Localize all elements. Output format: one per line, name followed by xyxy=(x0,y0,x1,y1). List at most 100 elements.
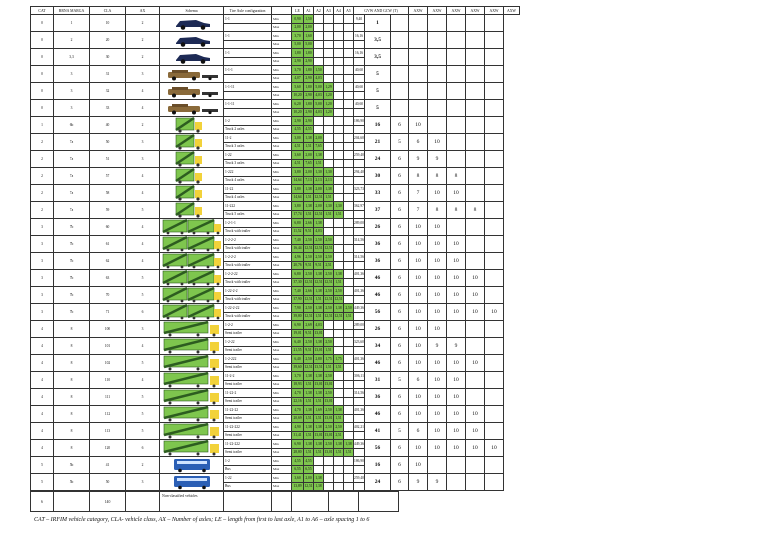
axle-weight-cell xyxy=(408,99,428,117)
axle-spacing-cell: 2,66 xyxy=(303,286,314,296)
axle-weight-cell: 10 xyxy=(408,456,428,474)
cat-cell: 2 xyxy=(30,184,54,202)
le-cell: 14,64 xyxy=(291,175,304,185)
le-cell: 37,90 xyxy=(291,294,304,304)
axle-spacing-cell xyxy=(343,226,354,236)
brna-marga-cell: 1 xyxy=(53,14,90,32)
cat-cell: 4 xyxy=(30,422,54,440)
gvw-cell: 314,56 xyxy=(353,235,365,245)
axle-spacing-cell: 7,65 xyxy=(303,158,314,168)
table-row: 3 7b 60 4 1-2-1-1 Min 6,80 2,66 1,38 289,00 26 6 10 1… xyxy=(30,218,520,236)
gvw-weight-cell: 5 xyxy=(364,65,391,83)
axle-spacing-cell xyxy=(333,243,344,253)
brna-marga-cell: 8 xyxy=(53,405,90,423)
min-max-cell: Min xyxy=(271,320,292,330)
vehicle-schema-cell xyxy=(159,99,224,117)
le-cell: 11,52 xyxy=(291,226,304,236)
axle-weight-cell xyxy=(484,82,504,100)
axle-spacing-cell: 1,38 xyxy=(333,439,344,449)
axle-spacing-cell: 13,01 xyxy=(323,430,334,440)
axle-weight-cell xyxy=(465,65,485,83)
axle-spacing-cell xyxy=(333,99,344,109)
ax-cell: 5 xyxy=(125,286,160,304)
axle-spacing-cell: 1,80 xyxy=(303,65,314,75)
cat-cell: 2 xyxy=(30,167,54,185)
axle-spacing-cell xyxy=(343,354,354,364)
axle-spacing-cell xyxy=(343,167,354,177)
axle-weight-cell xyxy=(484,388,504,406)
cat-cell: 0 xyxy=(30,31,54,49)
semi-icon xyxy=(161,338,223,354)
axle-weight-cell: 10 xyxy=(446,439,466,457)
tire-axle-config-cell: 1-22 xyxy=(223,150,272,160)
axle-spacing-cell xyxy=(343,286,354,296)
le-cell: 18,93 xyxy=(291,379,304,389)
table-row: 4 8 102 5 1-2-222 Min 6,40 2,50 2,80 1,75 1,75 401,… xyxy=(30,354,520,372)
gvw-cell xyxy=(353,328,365,338)
gvw-cell xyxy=(353,447,365,457)
axle-spacing-cell: 1,51 xyxy=(303,379,314,389)
axle-weight-cell: 10 xyxy=(465,303,485,321)
tire-axle-config-cell: Truck 2 axles xyxy=(223,124,272,134)
axle-spacing-cell xyxy=(343,320,354,330)
header-axw-3: AXW xyxy=(446,6,466,15)
le-cell: 22,16 xyxy=(291,396,304,406)
gvw-cell xyxy=(353,90,365,100)
axle-spacing-cell xyxy=(333,107,344,117)
le-cell: 7,90 xyxy=(291,303,304,313)
axle-spacing-cell: 13,51 xyxy=(313,362,324,372)
table-body: 0 1 10 2 1-1 Min 0,90 1,50 9,40 1 Max 2,00 2,00 0 2 20… xyxy=(30,14,520,491)
axle-spacing-cell xyxy=(313,464,324,474)
axle-spacing-cell: 2,50 xyxy=(303,354,314,364)
axle-spacing-cell xyxy=(333,90,344,100)
gvw-cell xyxy=(353,39,365,49)
gvw-cell: 401,36 xyxy=(353,269,365,279)
cat-cell: 3 xyxy=(30,218,54,236)
non-classified-blank xyxy=(223,491,272,512)
header-minmax xyxy=(271,6,292,15)
tire-axle-config-cell: 1-1-11 xyxy=(223,99,272,109)
axle-spacing-cell: 1,38 xyxy=(343,439,354,449)
axle-spacing-cell: 2,90 xyxy=(303,90,314,100)
axle-weight-cell: 10 xyxy=(465,439,485,457)
axle-weight-cell: 10 xyxy=(446,354,466,372)
cla-cell: 63 xyxy=(89,269,126,287)
tire-axle-config-cell: 1-1 xyxy=(223,14,272,24)
brna-marga-cell: 7b xyxy=(53,286,90,304)
cat-cell: 5 xyxy=(30,456,54,474)
axle-spacing-cell xyxy=(333,252,344,262)
le-cell: 4,07 xyxy=(291,73,304,83)
brna-marga-cell: 8 xyxy=(53,337,90,355)
tire-axle-config-cell: 1-2-2 xyxy=(223,320,272,330)
tire-axle-config-cell: 1-2-2-22 xyxy=(223,269,272,279)
axle-weight-cell xyxy=(465,116,485,134)
semi-icon xyxy=(161,423,223,439)
tire-axle-config-cell xyxy=(223,39,272,49)
axle-spacing-cell xyxy=(343,405,354,415)
cla-cell: 100 xyxy=(89,320,126,338)
gvw-weight-cell: 56 xyxy=(364,439,391,457)
axle-weight-cell xyxy=(446,82,466,100)
axle-weight-cell xyxy=(446,48,466,66)
min-max-cell: Max xyxy=(271,141,292,151)
axle-spacing-cell: 13,01 xyxy=(323,396,334,406)
axle-spacing-cell: 2,66 xyxy=(303,218,314,228)
axle-spacing-cell: 1,29 xyxy=(323,82,334,92)
axle-weight-cell: 10 xyxy=(446,286,466,304)
gvw-cell xyxy=(353,464,365,474)
axle-spacing-cell: 2,50 xyxy=(303,337,314,347)
cla-cell: 31 xyxy=(89,65,126,83)
vehicle-schema-cell xyxy=(159,201,224,219)
axle-spacing-cell: 1,51 xyxy=(333,209,344,219)
axle-weight-cell xyxy=(484,235,504,253)
axle-spacing-cell: 2,00 xyxy=(313,201,324,211)
axle-weight-cell xyxy=(484,184,504,202)
brna-marga-cell: 6b xyxy=(53,116,90,134)
le-cell: 37,30 xyxy=(291,277,304,287)
axle-weight-cell: 5 xyxy=(390,371,409,389)
header-a1: A1 xyxy=(303,6,314,15)
axle-spacing-cell: 7,13 xyxy=(303,175,314,185)
axle-spacing-cell xyxy=(343,430,354,440)
ax-cell: 5 xyxy=(125,269,160,287)
le-cell: 6,55 xyxy=(291,464,304,474)
